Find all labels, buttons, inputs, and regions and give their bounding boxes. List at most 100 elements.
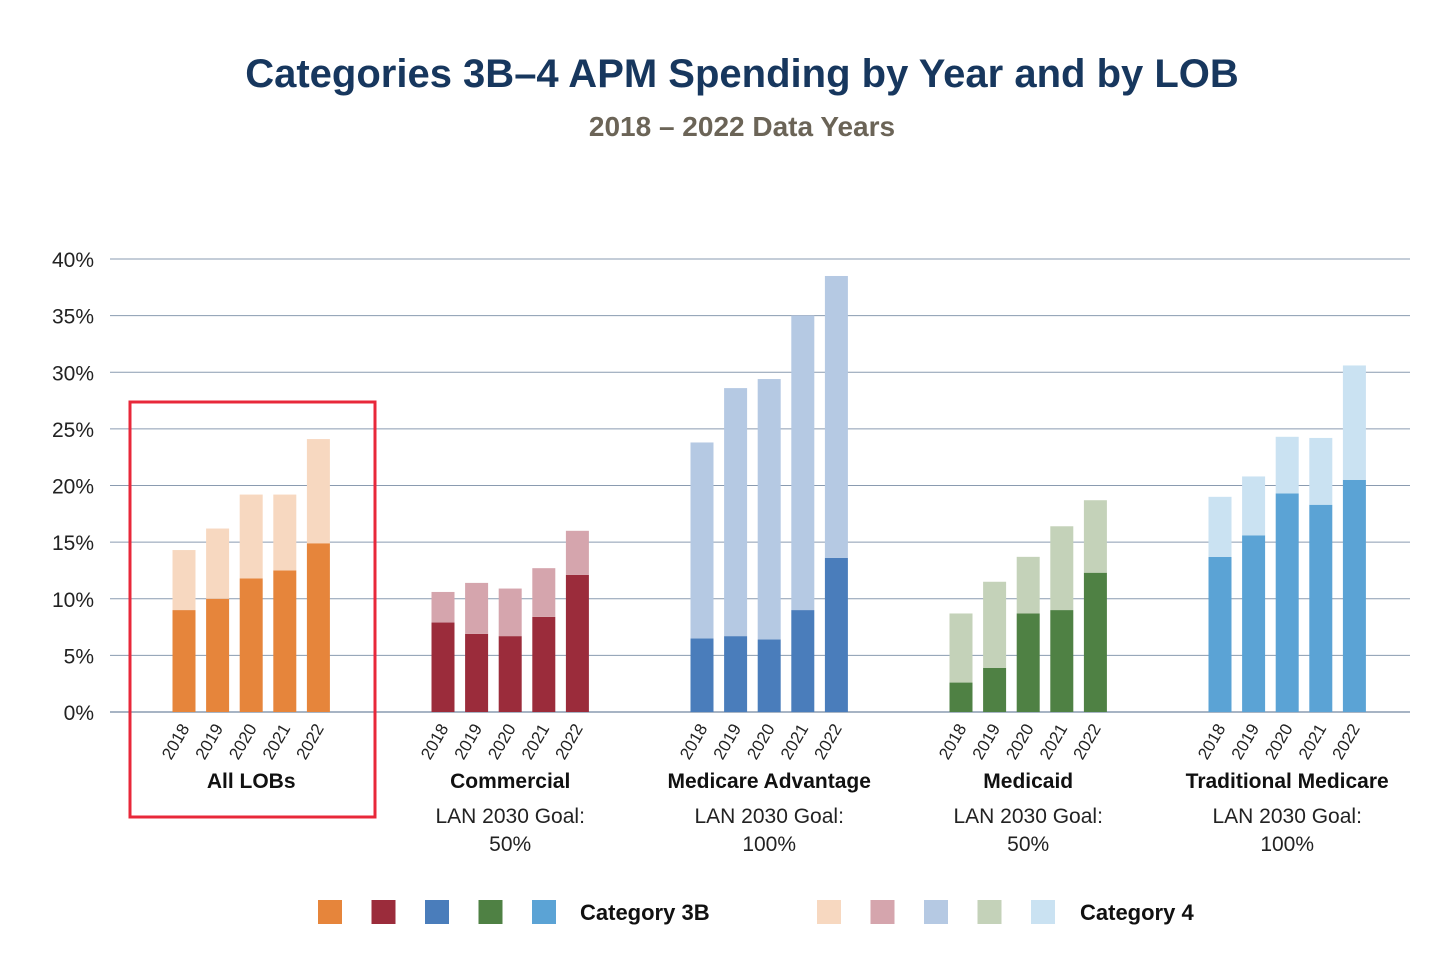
bar-category-4: [949, 613, 973, 683]
y-tick-label: 10%: [52, 589, 94, 612]
bar-category-4: [983, 581, 1007, 668]
goal-value: 100%: [1260, 833, 1314, 856]
bar-category-3b: [565, 574, 589, 712]
legend-swatch-4: [817, 900, 841, 924]
legend-swatch-3b: [318, 900, 342, 924]
group-label: Traditional Medicare: [1186, 770, 1389, 793]
x-tick-label: 2021: [1036, 721, 1071, 763]
x-tick-label: 2021: [259, 721, 294, 763]
goal-value: 50%: [489, 833, 531, 856]
bar-category-3b: [431, 622, 455, 712]
bar-category-3b: [983, 667, 1007, 712]
legend-label-3b: Category 3B: [580, 900, 710, 925]
bar-category-3b: [172, 610, 196, 712]
bar-category-4: [1275, 436, 1299, 494]
goal-label: LAN 2030 Goal:: [1212, 805, 1361, 828]
bar-category-4: [498, 588, 522, 637]
y-tick-label: 30%: [52, 362, 94, 385]
group-label: Commercial: [450, 770, 570, 793]
x-tick-label: 2020: [225, 721, 260, 763]
bar-category-4: [565, 530, 589, 575]
x-tick-label: 2019: [192, 721, 227, 763]
bar-category-4: [1342, 365, 1366, 480]
bar-category-4: [273, 494, 297, 571]
x-tick-label: 2018: [935, 721, 970, 763]
y-tick-label: 15%: [52, 532, 94, 555]
bar-category-3b: [1016, 613, 1040, 712]
goal-label: LAN 2030 Goal:: [953, 805, 1102, 828]
bar-category-4: [431, 591, 455, 623]
x-tick-label: 2022: [551, 721, 586, 763]
chart-title: Categories 3B–4 APM Spending by Year and…: [245, 52, 1239, 96]
bar-category-3b: [306, 543, 330, 712]
bar-category-4: [1242, 476, 1266, 536]
x-tick-label: 2021: [518, 721, 553, 763]
x-tick-label: 2020: [743, 721, 778, 763]
bar-category-3b: [465, 633, 489, 712]
bar-category-4: [724, 388, 748, 637]
bar-category-4: [1083, 500, 1107, 573]
bar-category-3b: [273, 570, 297, 712]
bar-category-4: [690, 442, 714, 639]
bar-category-3b: [757, 639, 781, 712]
bar-category-4: [532, 568, 556, 617]
x-tick-label: 2020: [484, 721, 519, 763]
x-tick-label: 2018: [158, 721, 193, 763]
y-tick-label: 5%: [64, 645, 94, 668]
goal-label: LAN 2030 Goal:: [435, 805, 584, 828]
x-tick-label: 2019: [451, 721, 486, 763]
bar-category-4: [465, 582, 489, 634]
bar-category-3b: [1275, 493, 1299, 712]
group-label: All LOBs: [207, 770, 296, 793]
y-tick-label: 35%: [52, 306, 94, 329]
bar-category-4: [1309, 437, 1333, 505]
legend-swatch-3b: [425, 900, 449, 924]
y-tick-label: 20%: [52, 476, 94, 499]
legend-swatch-3b: [371, 900, 396, 924]
y-tick-label: 25%: [52, 419, 94, 442]
chart-subtitle: 2018 – 2022 Data Years: [588, 111, 896, 142]
bar-category-4: [206, 528, 230, 599]
x-tick-label: 2022: [810, 721, 845, 763]
bar-category-3b: [1208, 556, 1232, 712]
legend-swatch-4: [1031, 900, 1055, 924]
bar-category-3b: [791, 610, 815, 712]
group-label: Medicaid: [983, 770, 1073, 793]
bar-category-4: [239, 494, 263, 579]
bar-category-3b: [824, 557, 848, 712]
bar-category-3b: [1342, 479, 1366, 712]
x-tick-label: 2018: [676, 721, 711, 763]
x-tick-label: 2020: [1002, 721, 1037, 763]
x-tick-label: 2018: [417, 721, 452, 763]
goal-label: LAN 2030 Goal:: [694, 805, 843, 828]
bar-category-4: [791, 315, 815, 611]
bar-category-4: [1208, 496, 1232, 557]
legend-swatch-4: [924, 900, 948, 924]
bar-category-3b: [498, 636, 522, 712]
goal-value: 100%: [742, 833, 796, 856]
legend-label-4: Category 4: [1080, 900, 1194, 925]
goal-value: 50%: [1007, 833, 1049, 856]
bar-category-3b: [1050, 610, 1074, 712]
bar-category-3b: [949, 682, 973, 712]
x-tick-label: 2019: [1228, 721, 1263, 763]
x-tick-label: 2022: [1328, 721, 1363, 763]
bar-category-3b: [532, 616, 556, 712]
bar-category-3b: [206, 598, 230, 712]
x-tick-label: 2022: [292, 721, 327, 763]
bar-category-3b: [1242, 535, 1266, 712]
x-tick-label: 2021: [777, 721, 812, 763]
highlight-box: [128, 400, 377, 819]
bar-category-3b: [690, 638, 714, 712]
bar-category-3b: [1309, 504, 1333, 712]
legend-swatch-3b: [478, 900, 503, 924]
bar-category-4: [306, 439, 330, 544]
x-tick-label: 2019: [969, 721, 1004, 763]
legend-swatch-3b: [532, 900, 556, 924]
legend-swatch-4: [870, 900, 895, 924]
bar-category-4: [1050, 526, 1074, 611]
legend-swatch-4: [977, 900, 1002, 924]
bar-category-4: [172, 550, 196, 611]
bar-category-3b: [239, 578, 263, 712]
